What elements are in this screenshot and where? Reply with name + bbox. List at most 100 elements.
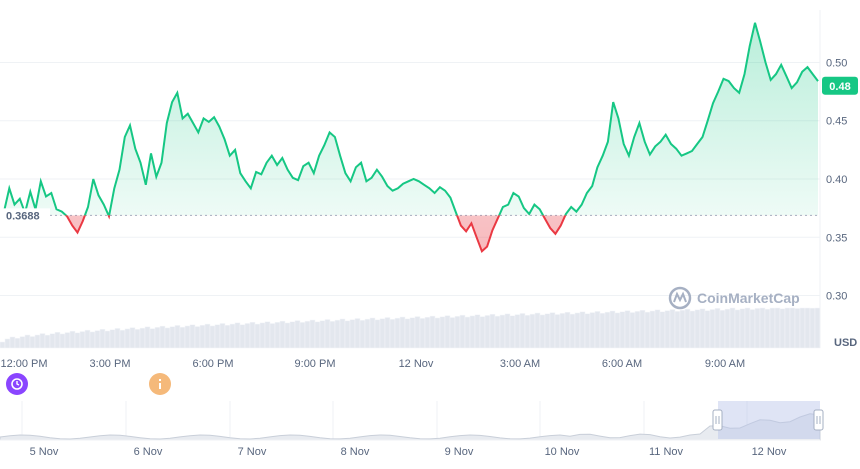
volume-bar — [324, 319, 331, 349]
volume-bar — [199, 325, 206, 349]
volume-bar — [214, 324, 221, 349]
navigator-grid — [21, 401, 748, 440]
volume-bar — [154, 327, 161, 349]
volume-bar — [484, 315, 491, 349]
volume-bar — [639, 309, 646, 349]
volume-bar — [79, 331, 86, 349]
currency-label: USD — [834, 337, 857, 349]
volume-bar — [244, 323, 251, 349]
volume-bar — [659, 311, 666, 349]
volume-bar — [169, 326, 176, 349]
volume-bar — [704, 310, 711, 349]
volume-bar — [389, 319, 396, 349]
volume-bar — [749, 309, 756, 349]
volume-bar — [179, 326, 186, 349]
price-area-above — [4, 22, 818, 216]
y-tick-label: 0.35 — [826, 232, 847, 244]
volume-bar — [394, 317, 401, 349]
volume-bar — [804, 307, 811, 349]
volume-bar — [569, 313, 576, 349]
volume-bar — [404, 318, 411, 349]
volume-bar — [99, 329, 106, 349]
volume-bar — [539, 314, 546, 349]
range-navigator[interactable] — [0, 400, 824, 441]
volume-bar — [329, 321, 336, 349]
volume-bar — [139, 327, 146, 349]
volume-bar — [184, 325, 191, 349]
volume-bar — [614, 312, 621, 349]
volume-bar — [374, 319, 381, 349]
volume-bar — [564, 311, 571, 349]
volume-bar — [559, 313, 566, 349]
volume-bar — [609, 310, 616, 349]
volume-bar — [164, 327, 171, 349]
volume-bar — [574, 312, 581, 349]
volume-bar — [774, 307, 781, 349]
volume-bar — [59, 333, 66, 349]
navigator-right-handle[interactable] — [813, 409, 824, 431]
coinmarketcap-logo-icon — [668, 286, 692, 310]
navigator-tick-label: 6 Nov — [134, 446, 163, 458]
navigator-left-handle[interactable] — [712, 409, 723, 431]
volume-bar — [699, 308, 706, 349]
volume-bar — [674, 311, 681, 349]
volume-bar — [449, 317, 456, 349]
y-tick-label: 0.40 — [826, 174, 847, 186]
volume-bar — [254, 323, 261, 349]
volume-bar — [684, 308, 691, 349]
navigator-tick-label: 12 Nov — [752, 446, 787, 458]
volume-bar — [279, 320, 286, 349]
x-tick-label: 6:00 PM — [193, 358, 234, 370]
price-line-above — [3, 22, 819, 216]
volume-bar — [334, 319, 341, 349]
volume-bar — [74, 332, 81, 349]
volume-bar — [779, 308, 786, 349]
volume-bar — [249, 321, 256, 349]
volume-bar — [579, 311, 586, 349]
clock-hands — [16, 381, 20, 386]
volume-bar — [64, 332, 71, 349]
volume-bar — [284, 322, 291, 349]
volume-bar — [4, 338, 11, 349]
volume-bar — [109, 329, 116, 349]
volume-bar — [504, 313, 511, 349]
navigator-selection[interactable] — [718, 401, 820, 439]
volume-bar — [759, 307, 766, 349]
volume-bar — [39, 333, 46, 349]
volume-bar — [439, 316, 446, 349]
volume-bar — [379, 318, 386, 349]
navigator-tick-label: 7 Nov — [238, 446, 267, 458]
history-event-marker[interactable] — [6, 373, 28, 395]
volume-bar — [679, 309, 686, 349]
volume-bar — [104, 330, 111, 349]
info-event-marker[interactable] — [149, 373, 171, 395]
volume-bar — [604, 311, 611, 349]
volume-bar — [489, 314, 496, 349]
watermark: CoinMarketCap — [668, 286, 800, 310]
volume-bar — [369, 317, 376, 349]
volume-bar — [89, 331, 96, 349]
volume-bar — [469, 315, 476, 349]
volume-bar — [724, 308, 731, 349]
volume-bar — [84, 329, 91, 349]
volume-bar — [624, 310, 631, 349]
volume-bar — [409, 317, 416, 349]
volume-bar — [709, 309, 716, 349]
volume-bar — [719, 309, 726, 349]
volume-bar — [634, 311, 641, 349]
volume-bar — [359, 320, 366, 349]
volume-bar — [19, 336, 26, 349]
volume-bar — [134, 329, 141, 349]
volume-bar — [14, 337, 21, 349]
volume-bar — [339, 318, 346, 349]
x-tick-label: 12:00 PM — [0, 358, 47, 370]
x-tick-label: 6:00 AM — [602, 358, 642, 370]
volume-bar — [599, 313, 606, 349]
volume-bar — [259, 322, 266, 349]
volume-bar — [554, 314, 561, 349]
volume-bar — [24, 334, 31, 349]
volume-bar — [289, 321, 296, 349]
volume-bar — [454, 316, 461, 349]
volume-bar — [294, 320, 301, 349]
